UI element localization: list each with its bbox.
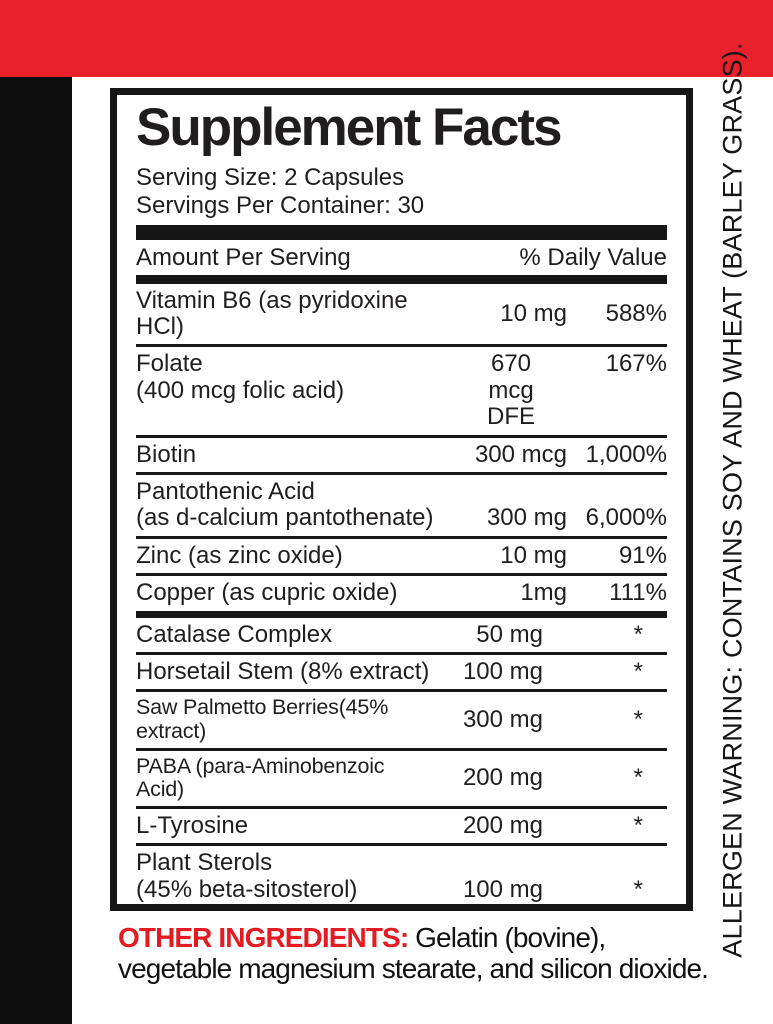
ingredient-daily-value: * [633, 620, 643, 648]
servings-per-container: Servings Per Container: 30 [136, 191, 425, 219]
ingredient-daily-value: 1,000% [585, 440, 667, 468]
ingredient-daily-value: 111% [609, 579, 667, 607]
ingredient-amount: 200 mg [462, 811, 543, 839]
ingredient-name: Horsetail Stem (8% extract) [136, 658, 430, 685]
ingredient-name: Vitamin B6 (as pyridoxine HCl) [136, 286, 408, 341]
ingredient-daily-value: 167% [605, 350, 667, 378]
allergen-warning-strip: ALLERGEN WARNING: CONTAINS SOY AND WHEAT… [693, 42, 773, 957]
facts-header: Amount Per Serving % Daily Value [136, 240, 667, 275]
ingredient-name: PABA (para-Aminobenzoic Acid) [136, 753, 385, 802]
supplement-facts-panel: Supplement Facts Serving Size: 2 Capsule… [110, 88, 693, 911]
ingredient-name: Zinc (as zinc oxide) [136, 541, 343, 569]
red-top-bar [0, 0, 773, 77]
other-ingredients: OTHER INGREDIENTS: Gelatin (bovine), veg… [118, 922, 723, 985]
other-ingredients-line2: vegetable magnesium stearate, and silico… [118, 953, 709, 985]
ingredient-amount: 300 mg [462, 705, 543, 733]
left-black-bar [0, 77, 72, 1024]
ingredient-name: Saw Palmetto Berries(45% extract) [136, 695, 389, 744]
ingredient-amount: 300 mcg [474, 440, 567, 468]
ingredient-amount: 50 mg [476, 620, 543, 648]
subheader-divider-bar [136, 274, 667, 284]
serving-size: Serving Size: 2 Capsules [136, 164, 405, 192]
table-row: Zinc (as zinc oxide) 10 mg 91% [136, 539, 667, 577]
ingredient-amount: 300 mg [486, 504, 567, 532]
table-row: Horsetail Stem (8% extract) 100 mg * [136, 655, 667, 693]
table-row: Folate (400 mcg folic acid) 670 mcg DFE 16… [136, 347, 667, 438]
table-row: Copper (as cupric oxide) 1mg 111% [136, 576, 667, 618]
ingredient-daily-value: 91% [618, 541, 667, 569]
other-ingredients-label: OTHER INGREDIENTS: [118, 922, 409, 953]
ingredient-amount: 10 mg [500, 299, 567, 327]
ingredient-daily-value: * [633, 705, 643, 733]
other-ingredients-line1: Gelatin (bovine), [415, 922, 606, 953]
table-row: Vitamin B6 (as pyridoxine HCl) 10 mg 588% [136, 284, 667, 348]
ingredient-daily-value: * [633, 658, 643, 685]
header-divider-bar [136, 224, 667, 240]
ingredient-daily-value: * [633, 764, 643, 792]
table-row: Nettle Root 4:1 Extract100 mg* [136, 910, 667, 911]
ingredient-daily-value: * [633, 875, 643, 903]
table-row: L-Tyrosine 200 mg * [136, 809, 667, 847]
ingredient-name: Biotin [136, 440, 197, 468]
ingredient-name: Copper (as cupric oxide) [136, 579, 398, 607]
ingredient-amount: 670 mcg DFE [487, 350, 535, 431]
panel-title: Supplement Facts [136, 98, 562, 157]
table-row: Saw Palmetto Berries(45% extract) 300 mg * [136, 692, 667, 751]
table-row: Catalase Complex 50 mg * [136, 618, 667, 655]
ingredient-daily-value: 6,000% [585, 504, 667, 532]
table-row: PABA (para-Aminobenzoic Acid) 200 mg * [136, 751, 667, 809]
ingredient-daily-value: * [633, 811, 643, 839]
ingredient-amount: 100 mg [462, 875, 543, 903]
table-row: Biotin 300 mcg 1,000% [136, 438, 667, 476]
ingredient-amount: 10 mg [500, 541, 567, 569]
ingredient-amount: 100 mg [462, 658, 543, 685]
ingredient-name: Folate (400 mcg folic acid) [136, 350, 345, 404]
ingredient-name: L-Tyrosine [136, 811, 249, 839]
table-row: Pantothenic Acid (as d-calcium pantothen… [136, 475, 667, 539]
amount-per-serving-header: Amount Per Serving [136, 243, 351, 271]
allergen-warning-text: ALLERGEN WARNING: CONTAINS SOY AND WHEAT… [717, 41, 748, 958]
daily-value-header: % Daily Value [519, 243, 667, 271]
ingredient-amount: 200 mg [462, 764, 543, 792]
ingredient-rows: Vitamin B6 (as pyridoxine HCl) 10 mg 588% F… [136, 284, 667, 911]
table-row: Plant Sterols (45% beta-sitosterol) 100 m… [136, 846, 667, 904]
ingredient-amount: 1mg [520, 579, 567, 607]
ingredient-name: Plant Sterols (45% beta-sitosterol) [136, 849, 358, 903]
ingredient-daily-value: 588% [605, 299, 667, 327]
ingredient-name: Pantothenic Acid (as d-calcium pantothen… [136, 478, 434, 532]
ingredient-name: Catalase Complex [136, 620, 333, 648]
